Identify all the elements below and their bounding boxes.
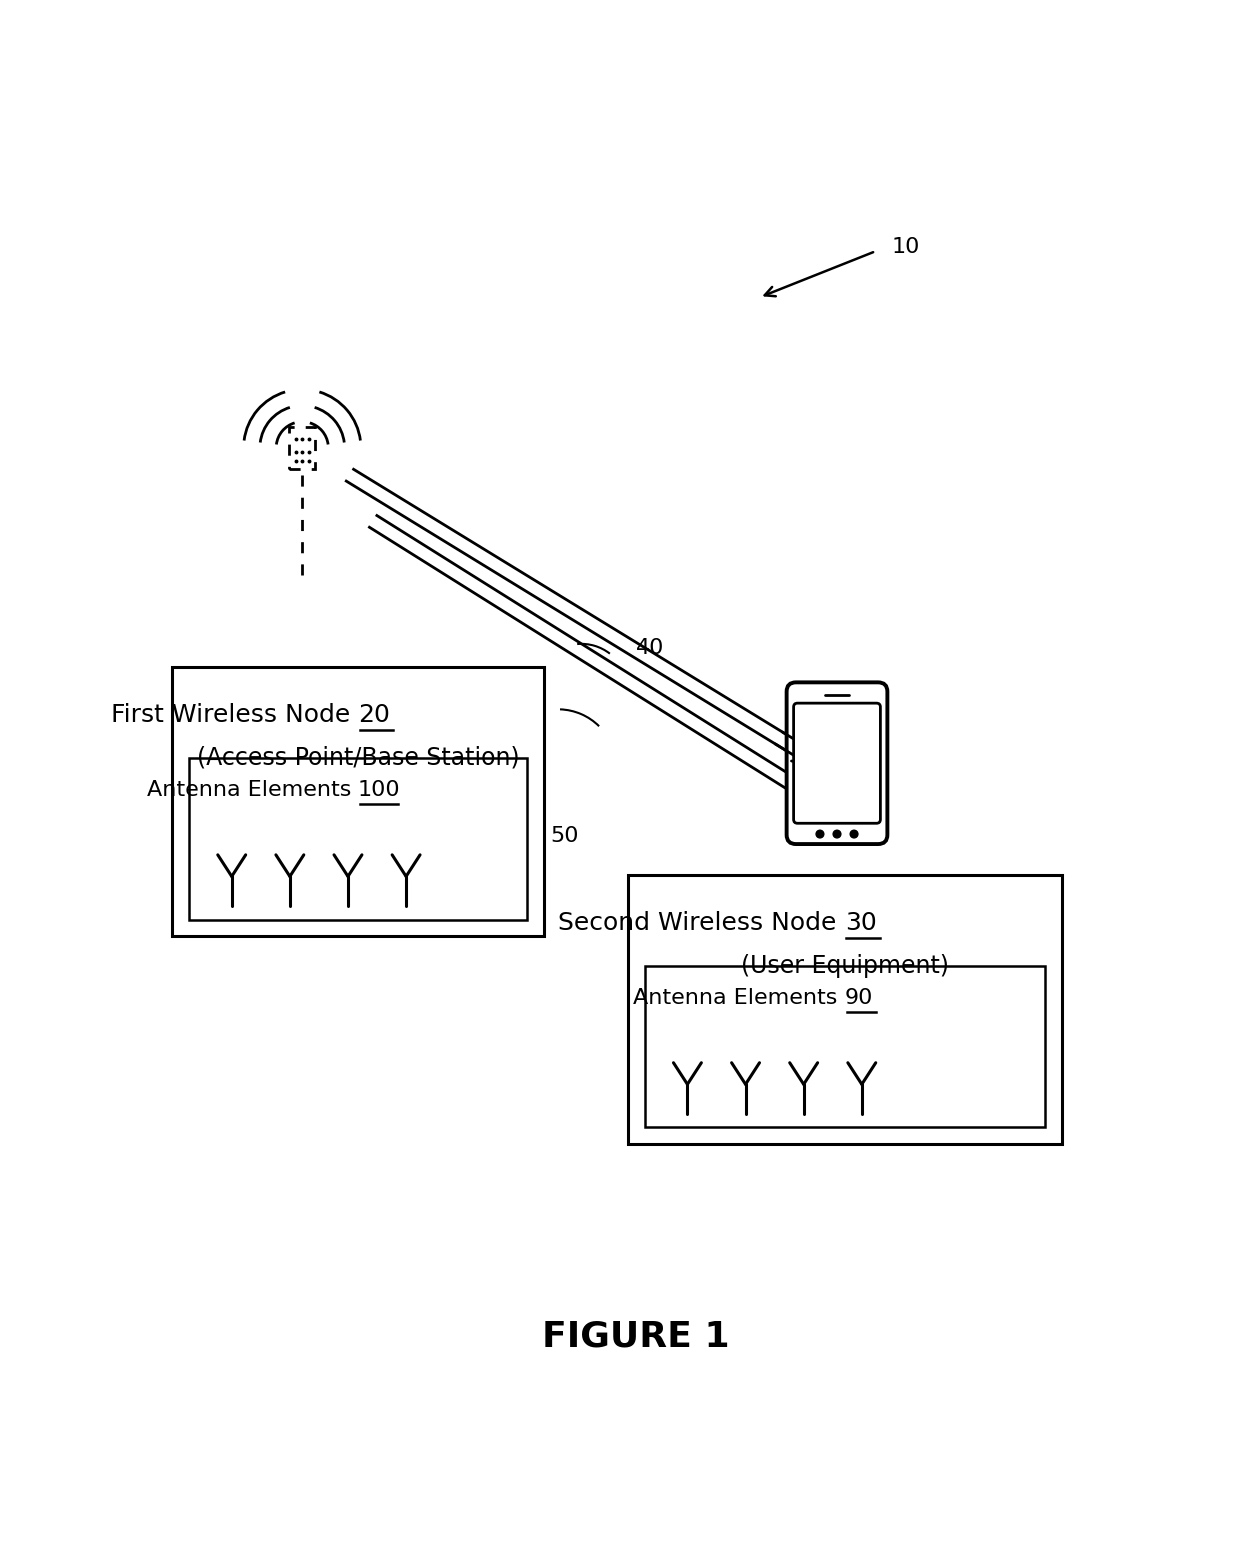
Text: 100: 100	[358, 780, 401, 800]
Text: (User Equipment): (User Equipment)	[740, 954, 949, 977]
Text: Antenna Elements: Antenna Elements	[146, 780, 358, 800]
FancyBboxPatch shape	[794, 702, 880, 824]
Text: (Access Point/Base Station): (Access Point/Base Station)	[197, 746, 520, 769]
Circle shape	[816, 830, 823, 838]
Bar	[289, 427, 315, 469]
Text: 50: 50	[551, 827, 579, 847]
Text: First Wireless Node: First Wireless Node	[110, 702, 358, 727]
Circle shape	[851, 830, 858, 838]
Circle shape	[833, 830, 841, 838]
Text: 40: 40	[635, 637, 663, 657]
Bar	[645, 965, 1044, 1127]
Text: Second Wireless Node: Second Wireless Node	[558, 911, 844, 934]
Text: FIGURE 1: FIGURE 1	[542, 1319, 729, 1354]
Text: 10: 10	[892, 238, 920, 258]
Text: 20: 20	[358, 702, 389, 727]
FancyBboxPatch shape	[786, 682, 888, 844]
Text: 30: 30	[844, 911, 877, 934]
Bar	[172, 667, 544, 937]
Text: Antenna Elements: Antenna Elements	[634, 988, 844, 1009]
Bar	[627, 875, 1061, 1144]
Text: 90: 90	[844, 988, 873, 1009]
Bar	[188, 758, 527, 920]
